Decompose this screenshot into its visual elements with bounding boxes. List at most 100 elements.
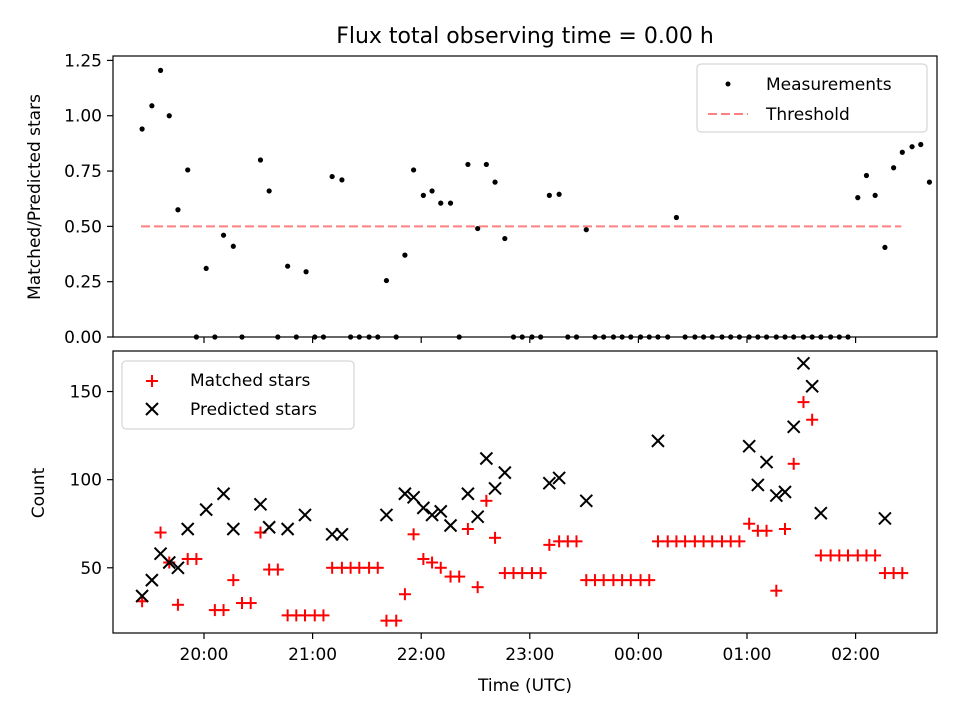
matched-star-point — [471, 581, 484, 594]
predicted-star-point — [814, 506, 828, 520]
measurements-legend-marker — [725, 81, 731, 87]
measurement-point — [285, 263, 291, 269]
predicted-star-point — [406, 490, 421, 504]
predicted-star-point — [226, 522, 241, 536]
count-x-tick-label: 23:00 — [505, 645, 554, 665]
measurement-point — [220, 232, 227, 238]
matched-star-point — [371, 561, 384, 574]
measurement-point — [556, 191, 562, 197]
measurement-point — [855, 195, 861, 201]
matched-star-point — [171, 598, 184, 611]
predicted-star-point — [461, 487, 475, 501]
matched-star-point — [227, 574, 240, 587]
ratio-plot-frame — [112, 55, 938, 338]
matched-star-point — [643, 574, 656, 587]
predicted-star-point — [488, 481, 502, 496]
predicted-star-point — [171, 561, 185, 575]
measurement-point — [465, 161, 471, 168]
predicted-star-point — [162, 555, 176, 570]
measurement-point — [410, 167, 417, 173]
matched-star-point — [534, 567, 547, 580]
measurement-point — [339, 177, 345, 183]
predicted-star-point — [759, 455, 774, 469]
predicted-star-point — [470, 509, 485, 524]
predicted-star-point — [742, 439, 756, 453]
ratio-y-tick-label: 1.00 — [64, 107, 102, 127]
predicted-star-point — [498, 465, 512, 480]
predicted-star-point — [416, 501, 431, 515]
measurement-point — [429, 188, 435, 194]
predicted-legend-label: Predicted stars — [190, 400, 317, 420]
predicted-star-point — [443, 518, 458, 533]
matched-star-point — [417, 552, 430, 565]
matched-star-point — [398, 588, 411, 601]
ratio-panel: Flux total observing time = 0.00 h 0.000… — [25, 24, 938, 348]
measurement-point — [863, 172, 870, 179]
measurement-point — [438, 200, 444, 206]
count-x-tick-label: 01:00 — [723, 645, 772, 665]
predicted-star-point — [216, 487, 231, 501]
matched-star-point — [390, 614, 403, 627]
count-legend: Matched stars Predicted stars — [121, 360, 355, 430]
measurement-point — [872, 192, 878, 198]
measurement-point — [483, 161, 489, 168]
ratio-legend-box — [696, 63, 928, 133]
matched-star-point — [244, 597, 257, 610]
matched-star-point — [779, 523, 792, 536]
predicted-star-point — [579, 494, 593, 508]
predicted-star-point — [786, 420, 801, 434]
matched-star-point — [480, 494, 493, 507]
matched-star-point — [760, 524, 773, 537]
predicted-star-point — [434, 504, 448, 519]
measurement-point — [383, 277, 390, 284]
predicted-star-point — [379, 508, 394, 522]
predicted-star-point — [253, 497, 268, 512]
matched-star-point — [271, 563, 284, 576]
predicted-star-point — [145, 573, 159, 587]
ratio-y-tick-label: 0.00 — [64, 328, 102, 348]
predicted-star-point — [280, 522, 295, 536]
matched-star-point — [869, 549, 882, 562]
count-x-tick-label: 21:00 — [288, 645, 337, 665]
measurement-point — [175, 207, 181, 213]
measurement-point — [166, 113, 172, 119]
matched-star-point — [317, 609, 330, 622]
predicted-star-point — [796, 356, 811, 371]
matched-star-point — [461, 523, 474, 536]
count-y-tick-label: 150 — [70, 383, 102, 403]
predicted-star-point — [479, 451, 494, 466]
matched-star-point — [787, 457, 800, 470]
matched-star-point — [190, 552, 203, 565]
matched-star-point — [489, 531, 502, 544]
measurement-point — [447, 200, 454, 206]
matched-legend-label: Matched stars — [190, 371, 310, 391]
matched-star-point — [154, 526, 167, 539]
predicted-star-point — [878, 511, 892, 526]
matched-star-point — [570, 535, 583, 548]
predicted-star-point — [181, 522, 195, 536]
measurement-point — [882, 244, 888, 250]
count-legend-box — [121, 360, 355, 430]
count-panel: 50 100 150 20:00 21:00 22:00 23:00 00:00 01:00 0… — [29, 350, 938, 696]
matched-star-point — [733, 535, 746, 548]
ratio-y-tick-label: 0.75 — [64, 162, 102, 182]
ratio-y-axis-label: Matched/Predicted stars — [25, 94, 45, 300]
measurement-point — [266, 188, 272, 194]
measurement-point — [673, 214, 680, 221]
matched-star-point — [543, 538, 556, 551]
measurement-point — [329, 173, 335, 180]
measurement-point — [583, 227, 589, 233]
ratio-legend: Measurements Threshold — [696, 63, 928, 133]
measurement-point — [303, 269, 309, 275]
ratio-y-ticks: 0.00 0.25 0.50 0.75 1.00 1.25 — [64, 51, 113, 348]
predicted-star-point — [542, 476, 557, 490]
matched-legend-marker — [146, 375, 158, 387]
matched-star-point — [896, 567, 909, 580]
predicted-star-point — [805, 379, 819, 393]
measurement-point — [899, 149, 905, 155]
measurement-point — [502, 235, 508, 242]
ratio-y-tick-label: 0.25 — [64, 273, 102, 293]
predicted-star-point — [199, 502, 213, 517]
matched-stars-points — [136, 396, 909, 627]
matched-star-point — [426, 556, 439, 569]
